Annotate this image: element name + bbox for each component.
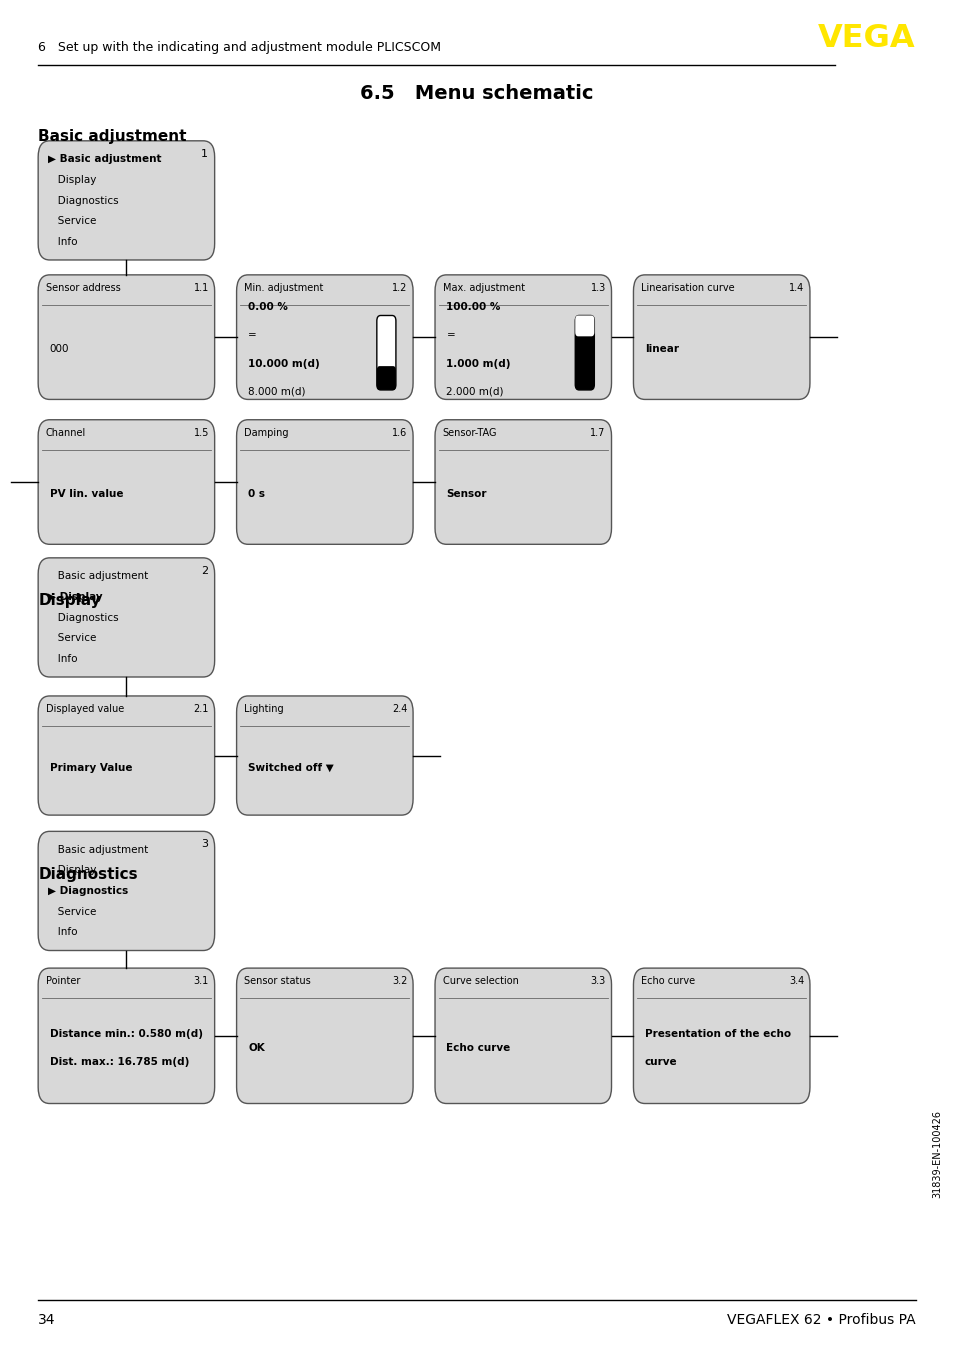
Text: Max. adjustment: Max. adjustment <box>442 283 524 292</box>
Text: VEGAFLEX 62 • Profibus PA: VEGAFLEX 62 • Profibus PA <box>726 1313 915 1327</box>
Text: 1.000 m(d): 1.000 m(d) <box>446 359 511 368</box>
Text: 1.5: 1.5 <box>193 428 209 437</box>
Text: Display: Display <box>48 865 96 876</box>
Text: 8.000 m(d): 8.000 m(d) <box>248 387 305 397</box>
Text: Sensor status: Sensor status <box>244 976 311 986</box>
Text: 31839-EN-100426: 31839-EN-100426 <box>932 1110 942 1198</box>
FancyBboxPatch shape <box>236 420 413 544</box>
Text: linear: linear <box>644 344 679 355</box>
Text: 2.1: 2.1 <box>193 704 209 714</box>
Text: Distance min.: 0.580 m(d): Distance min.: 0.580 m(d) <box>50 1029 202 1039</box>
FancyBboxPatch shape <box>575 315 594 390</box>
Text: Basic adjustment: Basic adjustment <box>38 129 187 144</box>
Text: Service: Service <box>48 907 96 917</box>
Text: PV lin. value: PV lin. value <box>50 489 123 500</box>
Text: 0 s: 0 s <box>248 489 265 500</box>
Text: 3.1: 3.1 <box>193 976 209 986</box>
Text: 1.1: 1.1 <box>193 283 209 292</box>
Text: Diagnostics: Diagnostics <box>48 195 118 206</box>
FancyBboxPatch shape <box>38 558 214 677</box>
Text: Sensor: Sensor <box>446 489 486 500</box>
Text: Min. adjustment: Min. adjustment <box>244 283 323 292</box>
FancyBboxPatch shape <box>633 968 809 1104</box>
Text: 1.6: 1.6 <box>392 428 407 437</box>
Text: 2.4: 2.4 <box>392 704 407 714</box>
FancyBboxPatch shape <box>376 366 395 390</box>
Text: 3.4: 3.4 <box>788 976 803 986</box>
Text: Dist. max.: 16.785 m(d): Dist. max.: 16.785 m(d) <box>50 1057 189 1067</box>
Text: VEGA: VEGA <box>818 23 915 54</box>
Text: 100.00 %: 100.00 % <box>446 302 500 311</box>
Text: 1.7: 1.7 <box>590 428 605 437</box>
Text: Echo curve: Echo curve <box>446 1043 510 1053</box>
Text: curve: curve <box>644 1057 677 1067</box>
Text: Switched off ▼: Switched off ▼ <box>248 762 334 773</box>
Text: Diagnostics: Diagnostics <box>38 867 137 881</box>
Text: 2: 2 <box>201 566 208 575</box>
Text: Lighting: Lighting <box>244 704 284 714</box>
FancyBboxPatch shape <box>38 696 214 815</box>
Text: Basic adjustment: Basic adjustment <box>48 845 148 854</box>
FancyBboxPatch shape <box>435 275 611 399</box>
Text: 1.4: 1.4 <box>788 283 803 292</box>
Text: Service: Service <box>48 217 96 226</box>
Text: Displayed value: Displayed value <box>46 704 124 714</box>
Text: Curve selection: Curve selection <box>442 976 518 986</box>
Text: 6.5   Menu schematic: 6.5 Menu schematic <box>360 84 593 103</box>
Text: Display: Display <box>38 593 101 608</box>
Text: Echo curve: Echo curve <box>640 976 695 986</box>
Text: 6   Set up with the indicating and adjustment module PLICSCOM: 6 Set up with the indicating and adjustm… <box>38 41 440 54</box>
FancyBboxPatch shape <box>236 275 413 399</box>
Text: 3.3: 3.3 <box>590 976 605 986</box>
FancyBboxPatch shape <box>575 315 594 336</box>
FancyBboxPatch shape <box>435 968 611 1104</box>
Text: 2.000 m(d): 2.000 m(d) <box>446 387 503 397</box>
FancyBboxPatch shape <box>376 315 395 390</box>
FancyBboxPatch shape <box>38 831 214 951</box>
Text: Info: Info <box>48 237 77 246</box>
Text: Basic adjustment: Basic adjustment <box>48 571 148 581</box>
Text: Service: Service <box>48 634 96 643</box>
Text: Channel: Channel <box>46 428 86 437</box>
Text: Primary Value: Primary Value <box>50 762 132 773</box>
Text: 1.2: 1.2 <box>392 283 407 292</box>
Text: Damping: Damping <box>244 428 289 437</box>
Text: 000: 000 <box>50 344 69 355</box>
Text: ▶ Diagnostics: ▶ Diagnostics <box>48 886 128 896</box>
FancyBboxPatch shape <box>38 141 214 260</box>
Text: Info: Info <box>48 927 77 937</box>
Text: ▶ Display: ▶ Display <box>48 592 102 603</box>
Text: 1: 1 <box>201 149 208 158</box>
FancyBboxPatch shape <box>38 968 214 1104</box>
Text: 3.2: 3.2 <box>392 976 407 986</box>
FancyBboxPatch shape <box>236 696 413 815</box>
FancyBboxPatch shape <box>633 275 809 399</box>
Text: Linearisation curve: Linearisation curve <box>640 283 734 292</box>
FancyBboxPatch shape <box>38 420 214 544</box>
Text: Pointer: Pointer <box>46 976 80 986</box>
Text: Presentation of the echo: Presentation of the echo <box>644 1029 790 1039</box>
FancyBboxPatch shape <box>236 968 413 1104</box>
Text: 1.3: 1.3 <box>590 283 605 292</box>
FancyBboxPatch shape <box>435 420 611 544</box>
FancyBboxPatch shape <box>38 275 214 399</box>
Text: 0.00 %: 0.00 % <box>248 302 288 311</box>
Text: ▶ Basic adjustment: ▶ Basic adjustment <box>48 154 161 164</box>
Text: Sensor address: Sensor address <box>46 283 120 292</box>
Text: 10.000 m(d): 10.000 m(d) <box>248 359 319 368</box>
Text: 34: 34 <box>38 1313 55 1327</box>
Text: Diagnostics: Diagnostics <box>48 612 118 623</box>
Text: Sensor-TAG: Sensor-TAG <box>442 428 497 437</box>
Text: Display: Display <box>48 175 96 185</box>
Text: =: = <box>248 330 256 340</box>
Text: =: = <box>446 330 455 340</box>
Text: Info: Info <box>48 654 77 663</box>
Text: 3: 3 <box>201 839 208 849</box>
Text: OK: OK <box>248 1043 265 1053</box>
